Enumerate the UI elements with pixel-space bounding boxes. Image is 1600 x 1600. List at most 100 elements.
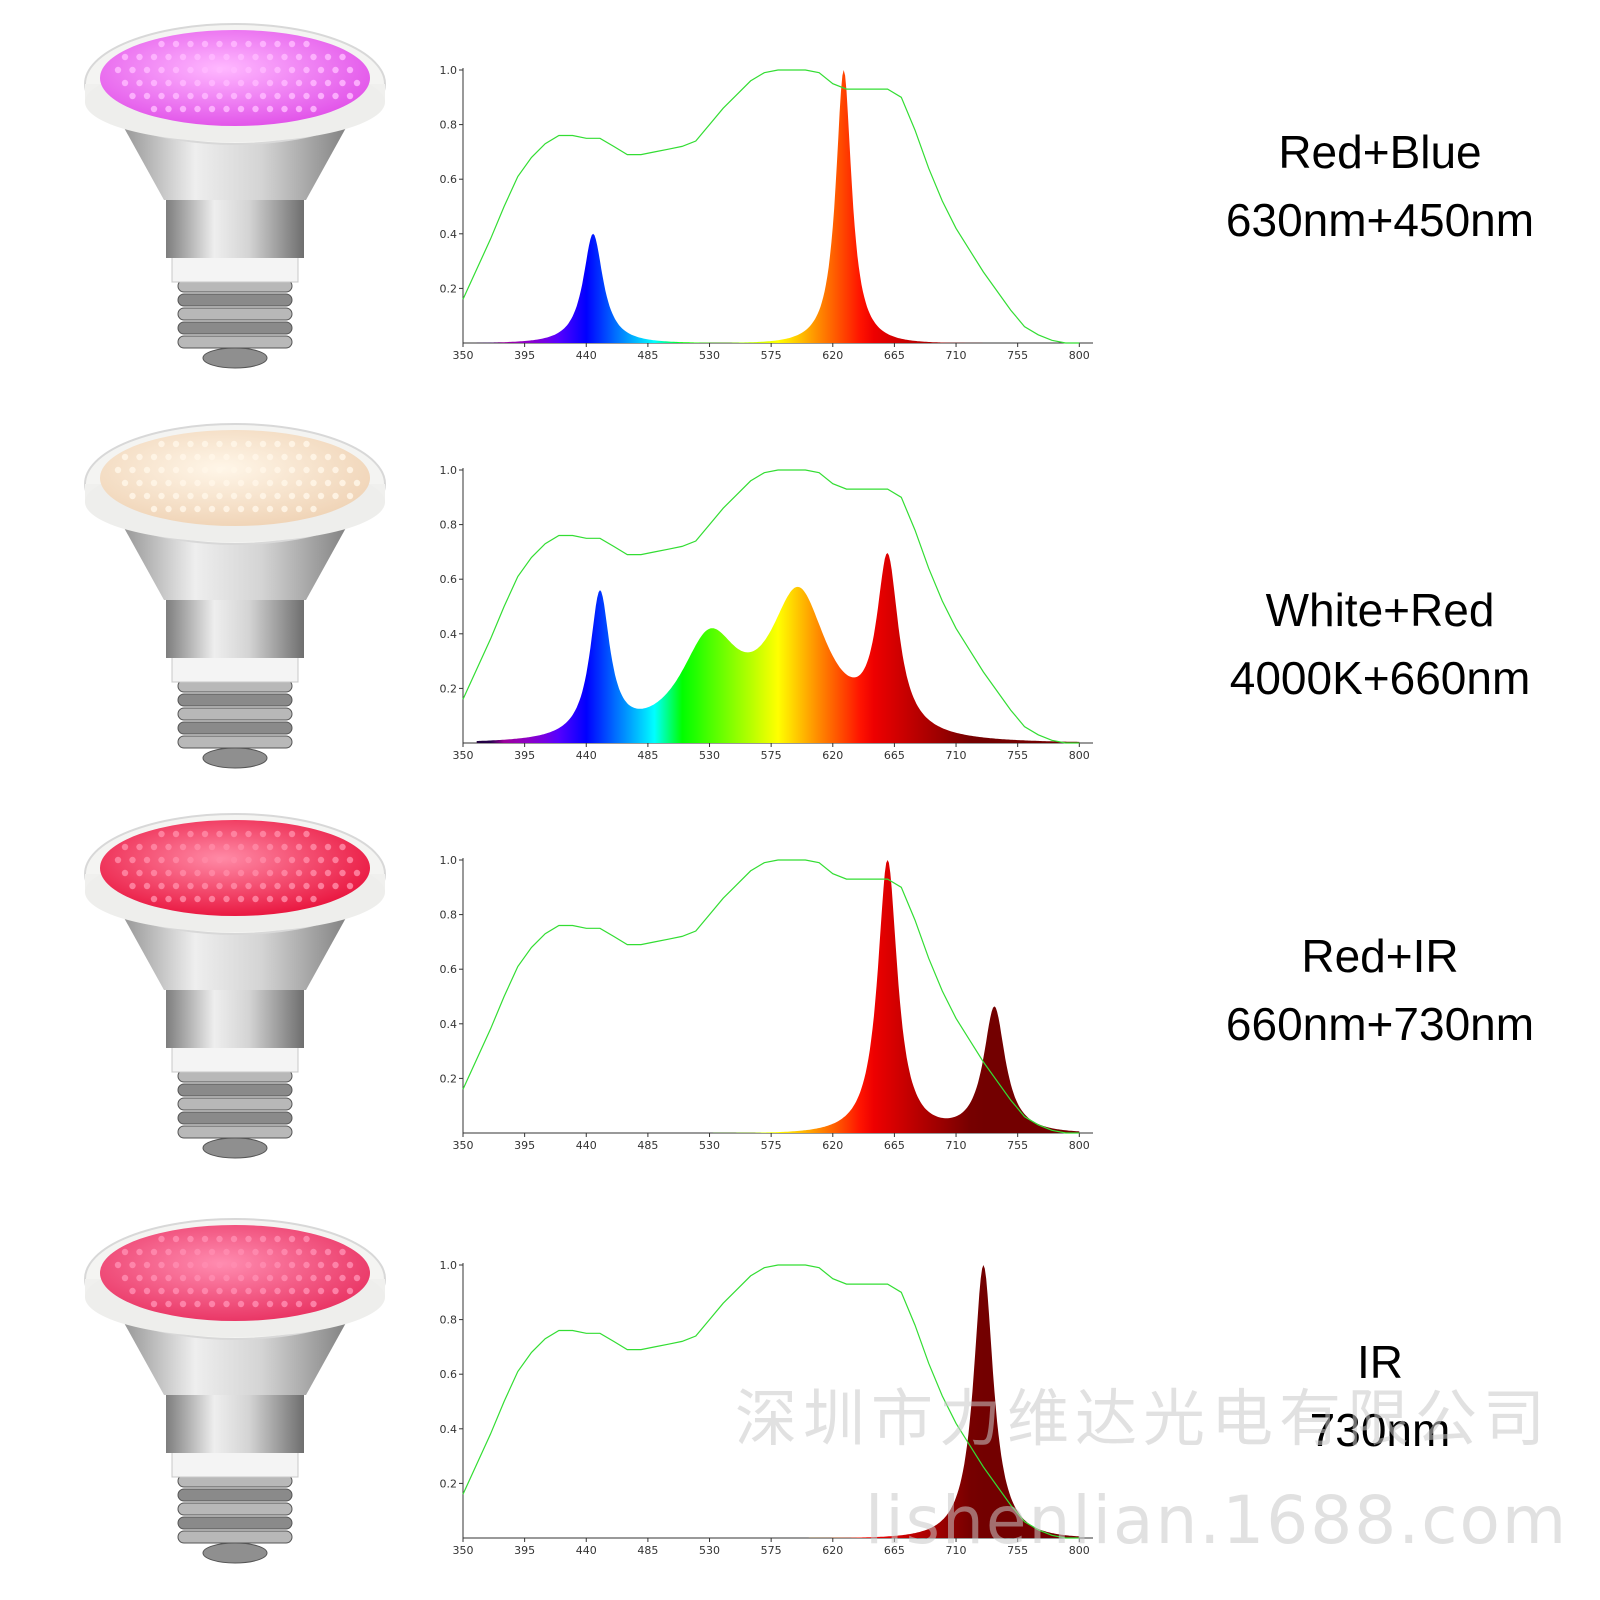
led-dot xyxy=(259,856,267,864)
led-dot xyxy=(266,869,274,877)
led-dot xyxy=(230,66,238,74)
led-dot xyxy=(288,440,296,448)
led-dot xyxy=(223,505,230,513)
screw-tip xyxy=(202,347,268,369)
led-dot xyxy=(136,843,143,851)
led-dot xyxy=(179,1248,187,1256)
y-tick-label: 0.4 xyxy=(440,1018,458,1031)
led-dot xyxy=(346,1261,354,1269)
led-dot xyxy=(172,882,180,890)
led-dot xyxy=(237,479,245,487)
led-dot xyxy=(245,492,252,500)
screw-thread xyxy=(177,1488,293,1502)
led-dot xyxy=(288,1287,296,1295)
screw-thread xyxy=(177,1516,293,1530)
led-dot xyxy=(208,1248,216,1256)
led-dot xyxy=(303,492,310,500)
led-dot xyxy=(223,479,230,487)
led-dot xyxy=(288,1261,296,1269)
screw-thread xyxy=(177,1097,293,1111)
led-dot xyxy=(332,1261,339,1269)
led-dot xyxy=(288,466,296,474)
x-tick-label: 665 xyxy=(884,1139,905,1152)
led-dot xyxy=(230,1261,238,1269)
led-dot xyxy=(129,1287,136,1295)
led-dot xyxy=(252,869,259,877)
x-tick-label: 620 xyxy=(822,1139,843,1152)
screw-tip xyxy=(202,1542,268,1564)
screw-thread xyxy=(177,735,293,749)
led-dot xyxy=(230,92,238,100)
led-dot xyxy=(324,1248,332,1256)
x-tick-label: 395 xyxy=(514,1544,535,1557)
led-dot xyxy=(114,1261,122,1269)
led-dot xyxy=(259,92,267,100)
led-dot xyxy=(281,1248,288,1256)
led-dot xyxy=(295,1248,303,1256)
led-dot xyxy=(216,66,223,74)
x-tick-label: 620 xyxy=(822,1544,843,1557)
led-dot xyxy=(339,453,346,461)
y-tick-label: 1.0 xyxy=(440,464,458,477)
led-dot xyxy=(295,869,303,877)
led-dot xyxy=(230,466,238,474)
led-dot xyxy=(230,40,238,48)
led-dot xyxy=(332,92,339,100)
led-dot xyxy=(179,479,187,487)
led-dot xyxy=(266,843,274,851)
led-dot xyxy=(310,505,317,513)
led-dot xyxy=(208,79,216,87)
led-dot xyxy=(324,843,332,851)
led-dot xyxy=(143,466,151,474)
led-dot xyxy=(150,79,158,87)
led-dot xyxy=(295,1300,303,1308)
x-tick-label: 440 xyxy=(576,1139,597,1152)
led-dot xyxy=(288,830,296,838)
led-dot xyxy=(274,830,281,838)
led-dot xyxy=(281,895,288,903)
x-tick-label: 350 xyxy=(453,1139,474,1152)
led-dot xyxy=(165,53,172,61)
led-dot xyxy=(281,53,288,61)
led-dot xyxy=(208,869,216,877)
led-dot xyxy=(230,1287,238,1295)
led-dot xyxy=(165,869,172,877)
led-dot xyxy=(288,1235,296,1243)
y-tick-label: 0.6 xyxy=(440,963,458,976)
x-tick-label: 575 xyxy=(761,349,782,362)
y-tick-label: 0.4 xyxy=(440,1423,458,1436)
led-dot xyxy=(194,479,201,487)
led-dot xyxy=(158,440,165,448)
led-dot xyxy=(295,105,303,113)
x-tick-label: 350 xyxy=(453,749,474,762)
led-dot xyxy=(172,1287,180,1295)
x-tick-label: 800 xyxy=(1069,349,1090,362)
led-dot xyxy=(310,53,317,61)
led-dot xyxy=(230,440,238,448)
led-dot xyxy=(237,79,245,87)
led-dot xyxy=(274,1287,281,1295)
led-dot xyxy=(274,40,281,48)
spectrum-area xyxy=(476,553,1080,743)
led-dot xyxy=(252,105,259,113)
led-dot xyxy=(259,1261,267,1269)
led-dot xyxy=(121,1248,129,1256)
led-dot xyxy=(310,479,317,487)
led-dot xyxy=(150,53,158,61)
led-dot xyxy=(150,843,158,851)
led-dot xyxy=(259,830,267,838)
led-dot xyxy=(245,66,252,74)
x-tick-label: 530 xyxy=(699,1139,720,1152)
led-dot xyxy=(201,440,209,448)
led-dot xyxy=(266,1274,274,1282)
x-tick-label: 800 xyxy=(1069,749,1090,762)
y-tick-label: 0.6 xyxy=(440,1368,458,1381)
led-dot xyxy=(324,79,332,87)
led-dot xyxy=(223,1300,230,1308)
y-tick-label: 0.2 xyxy=(440,282,458,295)
bulb-neck xyxy=(166,1391,304,1453)
x-tick-label: 440 xyxy=(576,749,597,762)
led-dot xyxy=(353,869,361,877)
led-dot xyxy=(158,466,165,474)
